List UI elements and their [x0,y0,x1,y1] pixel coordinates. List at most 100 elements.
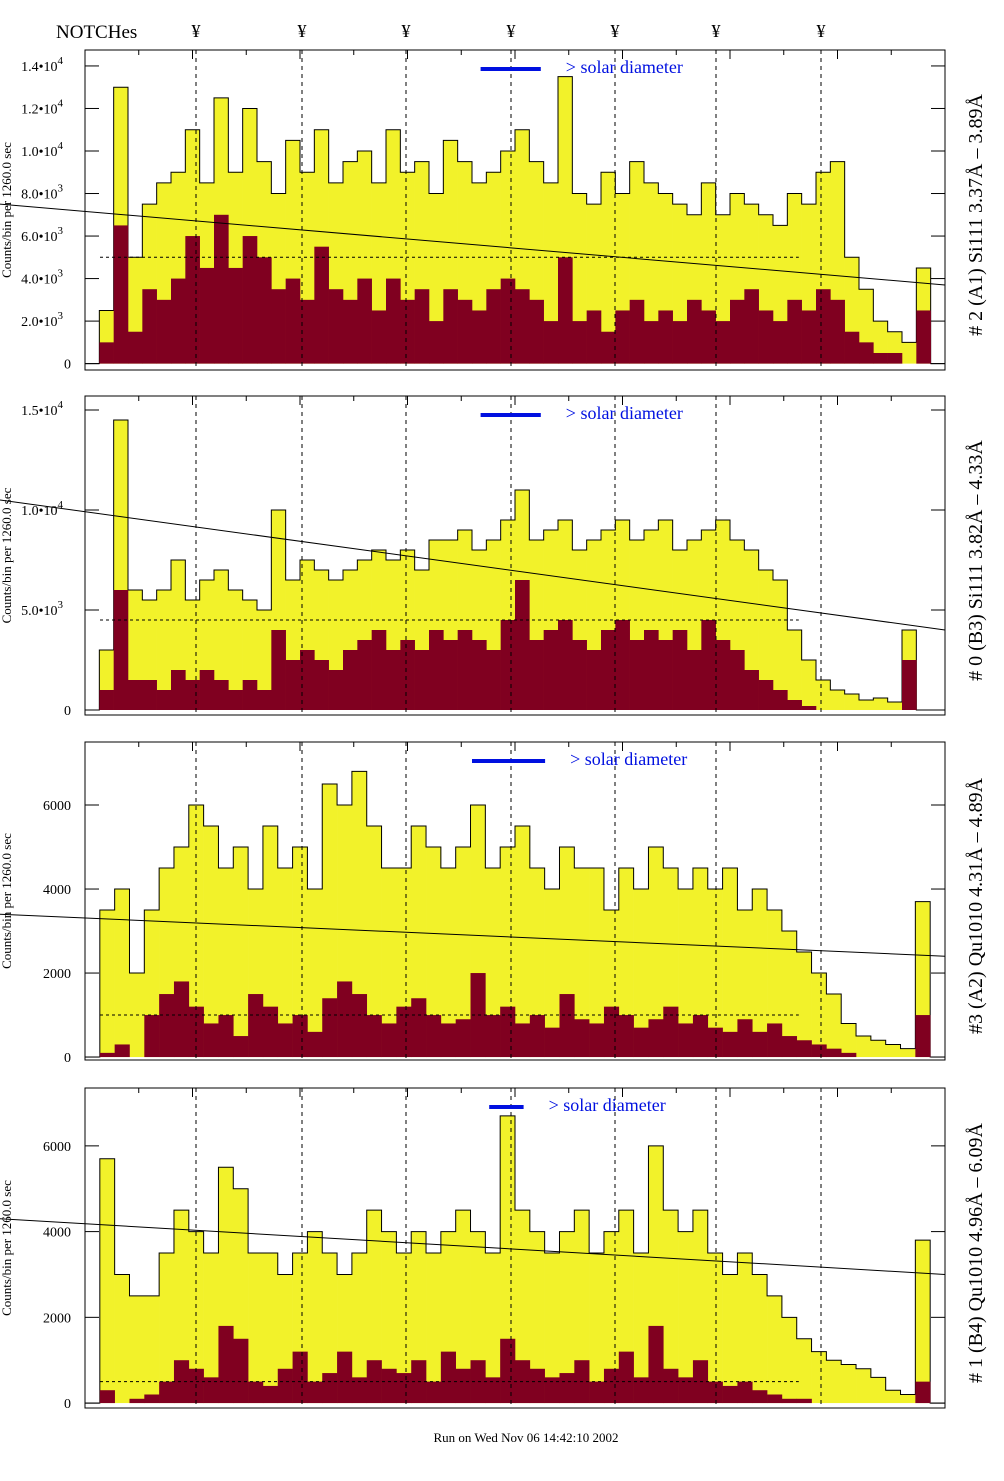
dark-bar [173,1360,190,1404]
total-bar [648,847,664,1058]
y-axis-label: Counts/bin per 1260.0 sec [0,1180,14,1316]
total-bar [811,1351,827,1404]
dark-bar [589,1023,605,1058]
total-bar [188,1231,204,1404]
dark-bar [271,630,286,710]
dark-bar [411,998,427,1058]
total-bar [322,784,338,1058]
total-bar [277,868,293,1058]
total-bar [856,1368,872,1404]
dark-bar [773,690,788,710]
dark-bar [618,1015,634,1058]
y-tick-label: 6000 [43,799,71,814]
total-bar [574,868,590,1058]
total-bar [902,342,917,364]
dark-bar [262,1006,279,1058]
dark-bar [443,289,458,364]
notch-symbol: ¥ [507,21,516,41]
dark-bar [601,331,616,364]
dark-bar [142,680,157,710]
y-tick-label: 0 [64,704,71,719]
dark-bar [486,650,501,710]
dark-bar [156,299,172,364]
dark-bar [457,299,473,364]
dark-bar [114,1044,130,1058]
dark-bar [633,1027,649,1058]
total-bar [426,847,442,1058]
total-outline [85,76,945,365]
dark-bar [203,1023,219,1058]
dark-bar [218,1325,234,1404]
total-bar [485,868,501,1058]
dark-bar [744,670,759,710]
total-bar [844,694,860,710]
y-tick-label: 1.4•104 [21,55,63,75]
dark-bar [559,994,575,1058]
total-bar [262,1253,279,1404]
dark-bar [787,700,802,710]
dark-bar [678,1377,694,1404]
total-bar [796,1338,812,1404]
total-bar [692,1210,709,1404]
y-tick-label: 2.0•103 [21,310,63,330]
total-bar [485,1253,501,1404]
dark-bar [722,1031,738,1058]
dark-bar [586,650,602,710]
dark-bar [199,670,215,710]
total-bar [322,1253,338,1404]
dark-bar [328,289,344,364]
dark-bar [826,1048,842,1058]
total-bar [773,580,788,710]
dark-bar [816,289,831,364]
total-bar [500,847,516,1058]
total-bar [366,1210,382,1404]
dark-bar [257,690,272,710]
dark-bar [841,1052,857,1058]
total-bar [99,910,115,1058]
total-bar [292,847,308,1058]
dark-bar [529,1368,545,1404]
total-outline [85,770,945,1058]
fit-line [0,203,946,286]
dark-bar [144,1015,160,1058]
total-bar [737,1253,753,1404]
total-bar [307,1231,323,1404]
dark-bar [544,1377,560,1404]
dark-bar [381,1368,397,1404]
y-tick-label: 0 [64,1397,71,1412]
total-bar [203,1253,219,1404]
dark-bar [242,236,258,364]
dark-bar [371,630,387,710]
histogram-panel-1: 0 5.0•103 1.0•104 1.5•104 Counts/bin per 126… [0,395,987,719]
total-bar [870,1040,886,1058]
dark-bar [615,620,630,710]
dark-bar [644,630,659,710]
dark-bar [396,1006,412,1058]
y-tick-label: 8.0•103 [21,183,63,203]
dark-bar [672,630,688,710]
total-bar [262,826,279,1058]
dark-bar [233,1036,249,1058]
total-bar [887,702,903,710]
solar-diameter-bar [480,67,541,71]
dark-bar [262,1385,279,1404]
total-bar [752,1274,768,1404]
total-bar [826,1360,842,1404]
y-tick-label: 4000 [43,1226,71,1241]
dark-bar [429,630,444,710]
dark-bar [744,289,759,364]
dark-bar [629,640,645,710]
dark-bar [629,299,645,364]
total-bar [248,1253,264,1404]
dark-bar [99,690,114,710]
total-bar [601,172,616,364]
y-tick-label: 5.0•103 [21,599,63,619]
total-bar [188,805,204,1058]
dark-bar [781,1398,798,1404]
dark-bar [687,650,702,710]
dark-bar [715,321,731,364]
total-bar [811,973,827,1058]
notch-symbol: ¥ [611,21,620,41]
total-bar [618,868,634,1058]
